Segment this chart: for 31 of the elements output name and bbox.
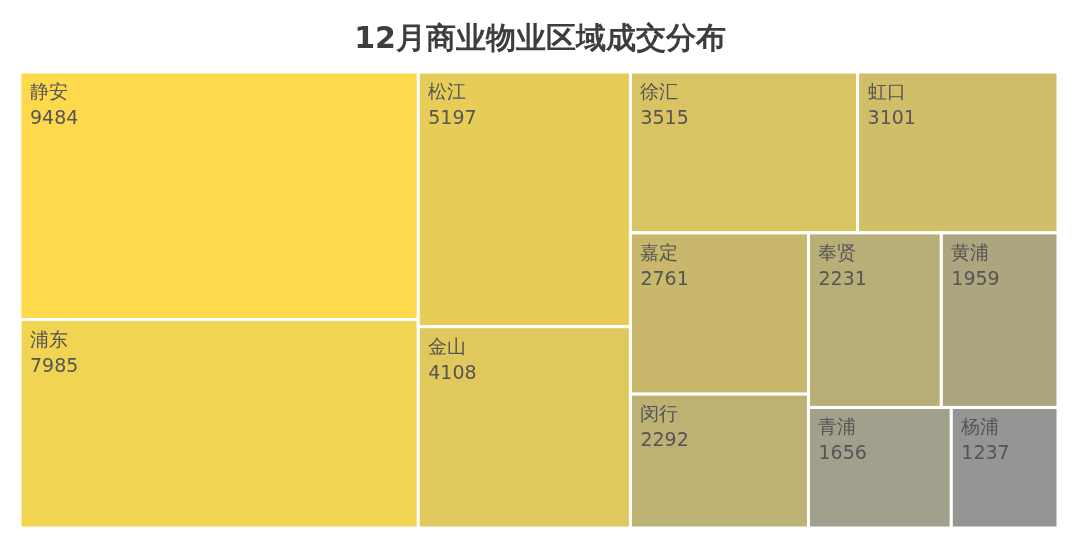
- data-label: 2292: [640, 428, 689, 451]
- cell: 闵行 2292: [628, 392, 810, 530]
- data-label: 9484: [30, 106, 79, 128]
- category-label: 浦东: [30, 327, 68, 350]
- category-label: 虹口: [867, 80, 906, 102]
- data-label: 3515: [640, 106, 689, 128]
- category-label: 徐汇: [640, 80, 679, 102]
- cell: 黄浦 1959: [939, 231, 1060, 409]
- data-label: 1656: [818, 441, 867, 464]
- category-label: 青浦: [818, 415, 857, 438]
- data-label: 1959: [951, 266, 1000, 289]
- category-label: 闵行: [640, 402, 679, 425]
- category-label: 嘉定: [640, 240, 679, 263]
- data-label: 3101: [867, 106, 916, 128]
- data-label: 2231: [818, 266, 867, 289]
- category-label: 松江: [428, 80, 467, 102]
- cell: 金山 4108: [416, 325, 632, 530]
- cell: 奉贤 2231: [806, 231, 943, 409]
- text: 12月商业物业区域成交分布: [354, 20, 726, 55]
- data-label: 2761: [640, 266, 689, 289]
- category-label: 杨浦: [960, 415, 1000, 438]
- data-label: 7985: [30, 353, 79, 376]
- cell: 嘉定 2761: [628, 231, 810, 396]
- cell: 浦东 7985: [18, 318, 420, 530]
- category-label: 金山: [428, 334, 467, 357]
- data-label: 1237: [961, 441, 1010, 464]
- category-label: 静安: [30, 80, 68, 102]
- data-label: 4108: [428, 360, 477, 383]
- category-label: 黄浦: [951, 240, 990, 263]
- category-label: 奉贤: [818, 240, 857, 263]
- data-label: 5197: [428, 106, 477, 128]
